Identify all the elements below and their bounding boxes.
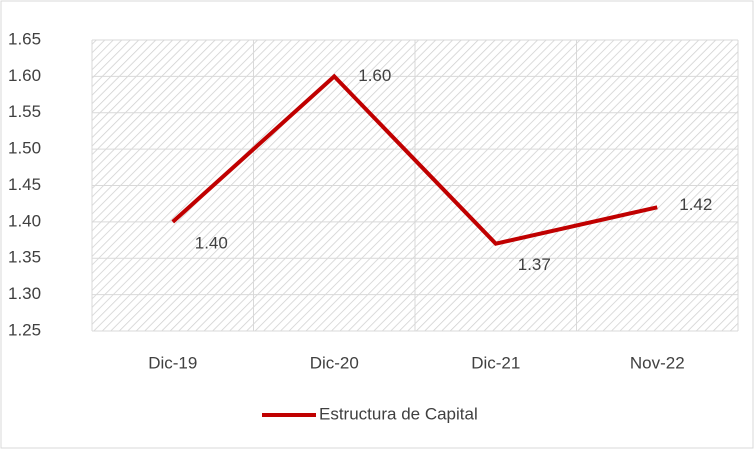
x-tick-label: Nov-22	[630, 353, 685, 372]
y-tick-label: 1.55	[8, 102, 41, 121]
data-label: 1.40	[195, 233, 228, 252]
y-tick-label: 1.65	[8, 29, 41, 48]
y-tick-label: 1.25	[8, 320, 41, 339]
y-tick-label: 1.60	[8, 66, 41, 85]
x-tick-label: Dic-20	[310, 353, 359, 372]
x-tick-label: Dic-19	[148, 353, 197, 372]
data-label: 1.60	[358, 66, 391, 85]
y-tick-label: 1.30	[8, 284, 41, 303]
legend-label: Estructura de Capital	[319, 404, 478, 423]
y-tick-label: 1.50	[8, 139, 41, 158]
data-label: 1.42	[679, 195, 712, 214]
data-label: 1.37	[518, 255, 551, 274]
y-tick-label: 1.40	[8, 211, 41, 230]
y-tick-label: 1.45	[8, 175, 41, 194]
x-tick-label: Dic-21	[471, 353, 520, 372]
line-series	[171, 73, 658, 246]
y-tick-label: 1.35	[8, 248, 41, 267]
